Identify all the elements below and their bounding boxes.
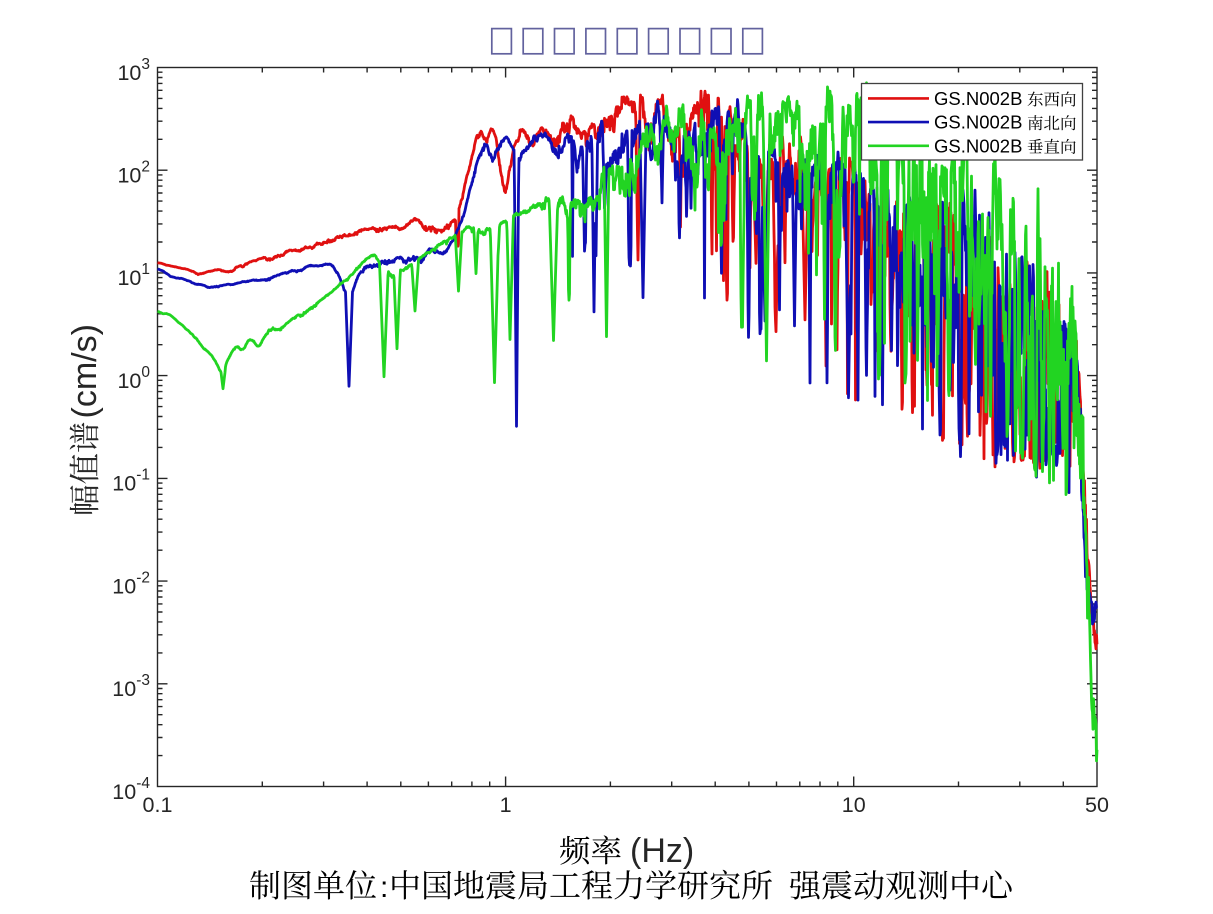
- svg-text:(Hz): (Hz): [630, 832, 694, 870]
- svg-text:50: 50: [1085, 793, 1109, 817]
- svg-text:(cm/s): (cm/s): [66, 324, 104, 418]
- svg-text::: :: [380, 871, 388, 904]
- svg-text:10-1: 10-1: [112, 467, 150, 496]
- svg-text:102: 102: [117, 159, 150, 188]
- svg-text:10: 10: [842, 793, 866, 817]
- svg-text:GS.N002B: GS.N002B: [934, 135, 1022, 156]
- svg-text:0.1: 0.1: [143, 793, 173, 817]
- svg-text:101: 101: [117, 261, 150, 290]
- svg-text:100: 100: [117, 364, 150, 393]
- svg-text:103: 103: [117, 56, 150, 85]
- svg-text:10-3: 10-3: [112, 672, 150, 701]
- svg-text:GS.N002B: GS.N002B: [934, 112, 1022, 133]
- svg-text:10-2: 10-2: [112, 569, 150, 598]
- svg-text:1: 1: [500, 793, 512, 817]
- svg-text:10-4: 10-4: [112, 775, 150, 804]
- svg-text:GS.N002B: GS.N002B: [934, 88, 1022, 109]
